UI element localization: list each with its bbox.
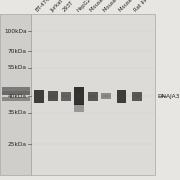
Bar bbox=[61, 92, 71, 101]
Bar bbox=[31, 14, 155, 175]
Text: 70kDa: 70kDa bbox=[8, 49, 27, 54]
Text: BT-474: BT-474 bbox=[35, 0, 52, 13]
Text: 293T: 293T bbox=[62, 0, 75, 13]
Text: Rat liver: Rat liver bbox=[133, 0, 152, 13]
Text: Mouse kidney: Mouse kidney bbox=[103, 0, 132, 13]
Bar bbox=[62, 95, 69, 98]
Bar bbox=[88, 92, 98, 101]
Bar bbox=[35, 94, 42, 98]
Text: 35kDa: 35kDa bbox=[8, 110, 27, 115]
Bar bbox=[117, 90, 127, 103]
Bar bbox=[101, 93, 111, 99]
Bar bbox=[2, 97, 30, 101]
Bar bbox=[34, 90, 44, 103]
Bar bbox=[103, 95, 109, 97]
Bar bbox=[74, 87, 84, 105]
Bar bbox=[50, 94, 56, 98]
Bar bbox=[134, 95, 140, 98]
Bar bbox=[76, 93, 82, 100]
Bar bbox=[89, 95, 96, 98]
Text: DNAJA3: DNAJA3 bbox=[158, 94, 180, 99]
Text: 100kDa: 100kDa bbox=[4, 29, 27, 34]
Text: Jurkat: Jurkat bbox=[50, 0, 64, 13]
Bar bbox=[2, 91, 30, 95]
Text: Mouse liver: Mouse liver bbox=[89, 0, 114, 13]
Text: 40kDa: 40kDa bbox=[8, 94, 27, 99]
Text: HepG2: HepG2 bbox=[76, 0, 92, 13]
Bar bbox=[74, 104, 84, 112]
Bar bbox=[0, 14, 31, 175]
Text: Mouse heart: Mouse heart bbox=[118, 0, 145, 13]
Text: 55kDa: 55kDa bbox=[8, 65, 27, 70]
Text: 25kDa: 25kDa bbox=[8, 141, 27, 147]
Bar bbox=[48, 91, 58, 101]
Bar bbox=[118, 94, 125, 99]
Bar bbox=[2, 87, 30, 91]
Bar bbox=[132, 92, 142, 101]
